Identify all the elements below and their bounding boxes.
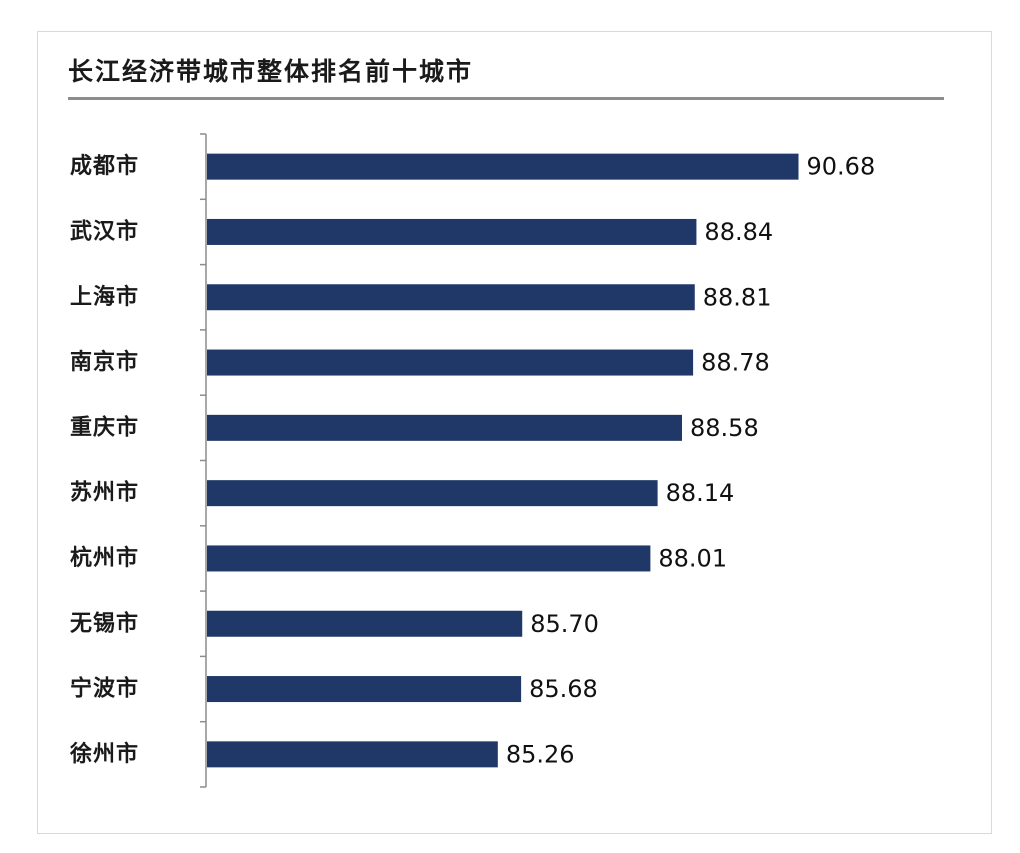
bar bbox=[207, 741, 498, 768]
category-label: 成都市 bbox=[70, 153, 139, 179]
category-label: 徐州市 bbox=[69, 741, 139, 767]
data-label: 88.14 bbox=[666, 479, 735, 507]
data-label: 85.68 bbox=[529, 675, 598, 703]
category-label: 武汉市 bbox=[70, 218, 139, 244]
bar bbox=[207, 610, 523, 637]
category-label: 重庆市 bbox=[70, 414, 139, 440]
bar bbox=[207, 480, 658, 507]
bar bbox=[207, 153, 799, 180]
category-label: 宁波市 bbox=[70, 676, 139, 702]
data-label: 90.68 bbox=[807, 153, 876, 181]
bar bbox=[207, 349, 694, 376]
category-label: 上海市 bbox=[70, 284, 139, 310]
category-label: 无锡市 bbox=[70, 610, 139, 636]
data-label: 88.78 bbox=[701, 349, 770, 377]
category-label: 苏州市 bbox=[70, 480, 139, 506]
category-label: 杭州市 bbox=[70, 545, 139, 571]
bar bbox=[207, 676, 522, 703]
data-label: 88.01 bbox=[658, 544, 727, 572]
data-label: 85.26 bbox=[506, 740, 575, 768]
bar bbox=[207, 284, 695, 311]
title-underline bbox=[68, 97, 944, 100]
data-label: 88.81 bbox=[703, 283, 772, 311]
data-label: 85.70 bbox=[530, 610, 599, 638]
bar bbox=[207, 218, 697, 245]
chart-title: 长江经济带城市整体排名前十城市 bbox=[68, 57, 474, 86]
bar bbox=[207, 545, 651, 572]
category-label: 南京市 bbox=[70, 349, 139, 375]
data-label: 88.84 bbox=[704, 218, 773, 246]
data-label: 88.58 bbox=[690, 414, 759, 442]
bar bbox=[207, 414, 683, 441]
